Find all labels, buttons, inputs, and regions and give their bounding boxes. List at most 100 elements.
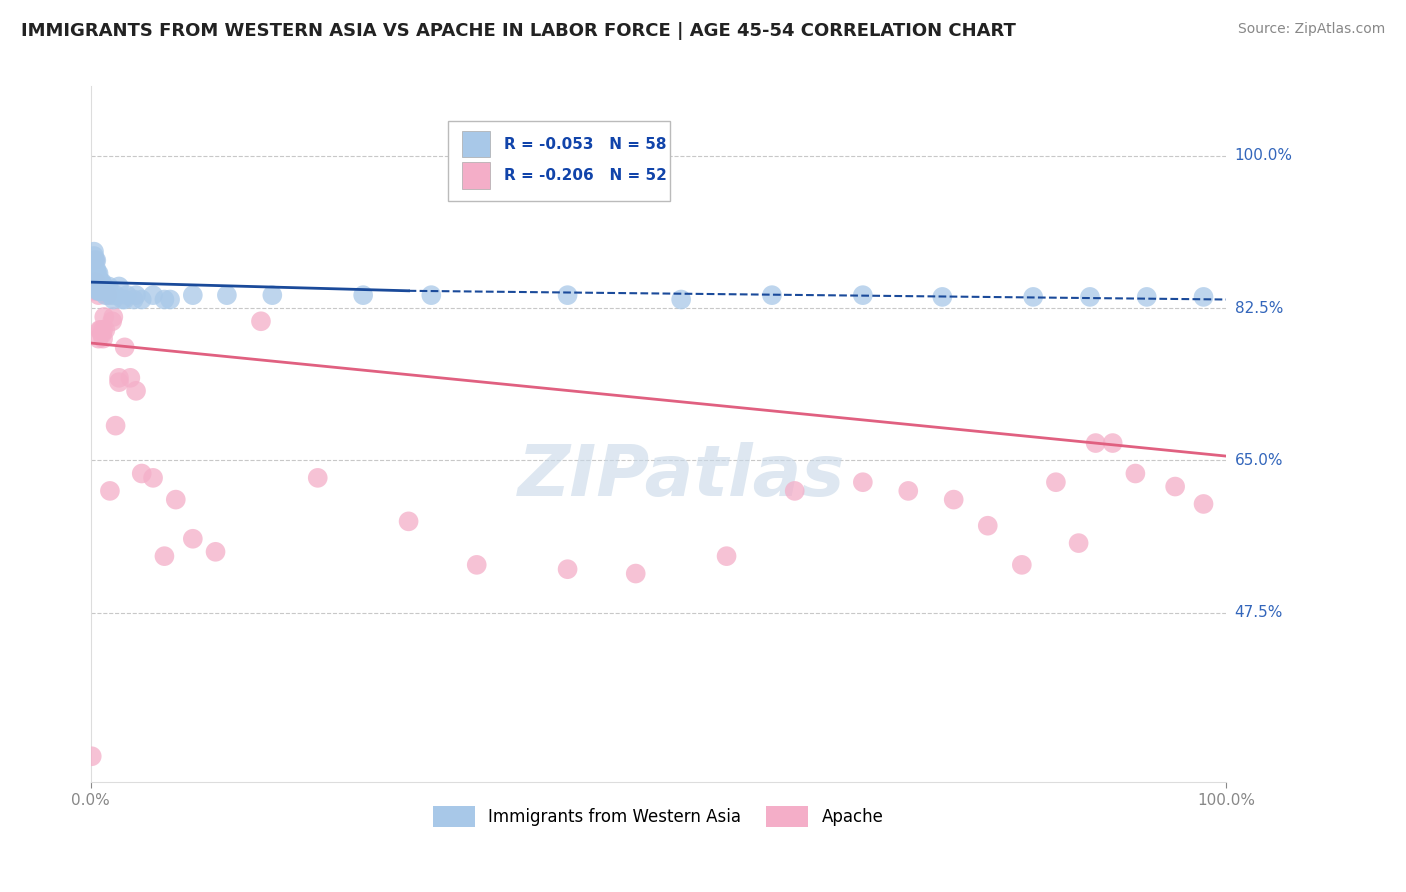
Point — [1067, 536, 1090, 550]
Point — [624, 566, 647, 581]
Point — [90, 323, 112, 337]
Point — [114, 340, 136, 354]
Point — [114, 293, 136, 307]
Point — [352, 288, 374, 302]
Point — [1022, 290, 1045, 304]
Text: R = -0.206   N = 52: R = -0.206 N = 52 — [503, 168, 666, 183]
Point — [557, 288, 579, 302]
Point — [97, 284, 120, 298]
Point — [84, 262, 107, 277]
Point — [307, 471, 329, 485]
Point — [89, 323, 111, 337]
Point — [84, 275, 107, 289]
Point — [84, 253, 107, 268]
Text: Source: ZipAtlas.com: Source: ZipAtlas.com — [1237, 22, 1385, 37]
Point — [101, 314, 124, 328]
Point — [87, 284, 110, 298]
Point — [83, 249, 105, 263]
Point — [103, 293, 125, 307]
Point — [84, 253, 107, 268]
Point — [94, 323, 117, 337]
Point — [87, 332, 110, 346]
Point — [125, 288, 148, 302]
Point — [852, 475, 875, 490]
Point — [84, 267, 107, 281]
Point — [125, 384, 148, 398]
Point — [465, 558, 488, 572]
Point — [153, 549, 176, 563]
Point — [86, 275, 108, 289]
Text: 100.0%: 100.0% — [1234, 148, 1292, 163]
Point — [1136, 290, 1159, 304]
Point — [82, 258, 104, 272]
Point — [104, 288, 127, 302]
Point — [82, 262, 104, 277]
Point — [90, 284, 112, 298]
Legend: Immigrants from Western Asia, Apache: Immigrants from Western Asia, Apache — [427, 799, 890, 833]
Point — [90, 275, 112, 289]
Point — [142, 471, 165, 485]
Bar — [463, 131, 491, 157]
Point — [83, 275, 105, 289]
Point — [1192, 497, 1215, 511]
Point — [87, 288, 110, 302]
Point — [84, 262, 107, 277]
Point — [716, 549, 738, 563]
Point — [1164, 479, 1187, 493]
Point — [82, 284, 104, 298]
Point — [91, 327, 114, 342]
Point — [87, 275, 110, 289]
Point — [977, 518, 1000, 533]
Point — [181, 532, 204, 546]
Point — [86, 284, 108, 298]
Point — [557, 562, 579, 576]
Point — [398, 514, 420, 528]
Point — [100, 288, 122, 302]
Point — [83, 244, 105, 259]
Point — [108, 371, 131, 385]
Point — [91, 332, 114, 346]
Point — [93, 279, 115, 293]
Point — [250, 314, 273, 328]
Text: 65.0%: 65.0% — [1234, 453, 1284, 468]
Point — [93, 310, 115, 324]
Text: 47.5%: 47.5% — [1234, 605, 1282, 620]
Point — [1125, 467, 1147, 481]
Point — [159, 293, 181, 307]
Point — [942, 492, 965, 507]
Point — [94, 288, 117, 302]
Text: ZIPatlas: ZIPatlas — [517, 442, 845, 510]
Point — [1011, 558, 1033, 572]
Point — [153, 293, 176, 307]
Point — [83, 253, 105, 268]
Point — [142, 288, 165, 302]
Point — [669, 293, 692, 307]
Point — [80, 275, 103, 289]
Point — [420, 288, 443, 302]
Point — [1192, 290, 1215, 304]
Point — [103, 310, 125, 324]
Point — [86, 267, 108, 281]
Point — [80, 267, 103, 281]
Point — [122, 293, 145, 307]
Point — [80, 749, 103, 764]
Point — [897, 483, 920, 498]
Point — [852, 288, 875, 302]
Point — [91, 284, 114, 298]
FancyBboxPatch shape — [449, 121, 669, 202]
Point — [108, 375, 131, 389]
Point — [87, 267, 110, 281]
Point — [931, 290, 953, 304]
Text: R = -0.053   N = 58: R = -0.053 N = 58 — [503, 136, 666, 152]
Point — [86, 284, 108, 298]
Point — [131, 293, 153, 307]
Point — [91, 284, 114, 298]
Point — [115, 288, 138, 302]
Point — [1078, 290, 1101, 304]
Point — [131, 467, 153, 481]
Text: IMMIGRANTS FROM WESTERN ASIA VS APACHE IN LABOR FORCE | AGE 45-54 CORRELATION CH: IMMIGRANTS FROM WESTERN ASIA VS APACHE I… — [21, 22, 1017, 40]
Point — [97, 279, 120, 293]
Point — [98, 483, 121, 498]
Point — [1101, 436, 1123, 450]
Point — [204, 545, 226, 559]
